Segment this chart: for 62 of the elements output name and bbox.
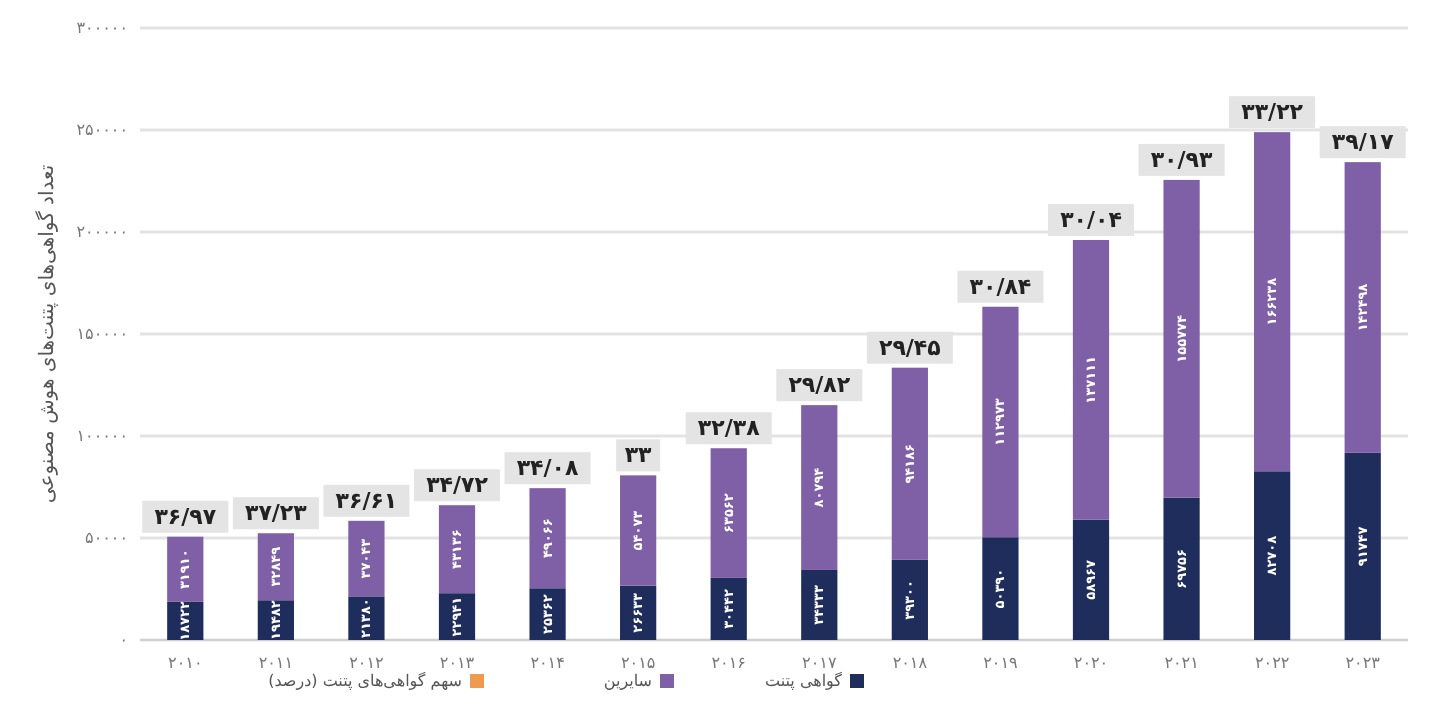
x-tick-label: ۲۰۱۴ — [530, 654, 565, 672]
annotation: ۲۹/۴۵ — [878, 334, 942, 361]
bar — [348, 520, 385, 597]
annotation: ۳۶/۶۱ — [335, 487, 398, 514]
annotation: ۳۳/۲۲ — [1241, 99, 1304, 126]
bar — [710, 448, 747, 578]
y-tick-label: ۰ — [119, 631, 128, 649]
annotation: ۳۰/۸۴ — [969, 273, 1032, 300]
bar — [1254, 471, 1291, 640]
bar — [1254, 132, 1291, 472]
bar — [529, 488, 566, 589]
y-axis-title: تعداد گواهی‌های پتنت‌های هوش مصنوعی — [35, 164, 59, 504]
x-tick-label: ۲۰۲۳ — [1345, 654, 1382, 672]
x-tick-label: ۲۰۱۲ — [349, 654, 384, 672]
bar — [1072, 240, 1110, 520]
bar — [982, 537, 1019, 640]
legend-label: گواهی پتنت — [764, 670, 843, 690]
bar — [620, 475, 657, 586]
x-tick-label: ۲۰۲۱ — [1164, 654, 1199, 672]
bar — [710, 577, 747, 640]
legend-label: سایرین — [603, 672, 653, 690]
y-tick-label: ۵۰۰۰۰ — [85, 529, 128, 547]
bar — [982, 306, 1019, 538]
x-tick-label: ۲۰۲۰ — [1073, 654, 1109, 672]
x-tick-label: ۲۰۱۱ — [258, 654, 294, 672]
y-tick-label: ۲۵۰۰۰۰ — [76, 121, 128, 139]
y-tick-label: ۲۰۰۰۰۰ — [76, 223, 128, 241]
bar — [891, 559, 928, 640]
bar — [529, 588, 566, 640]
y-tick-label: ۳۰۰۰۰۰ — [76, 19, 128, 37]
x-tick-label: ۲۰۲۲ — [1254, 654, 1290, 672]
y-tick-label: ۱۵۰۰۰۰ — [76, 325, 128, 343]
x-tick-label: ۲۰۱۷ — [802, 654, 838, 672]
bar — [1163, 179, 1200, 498]
annotation: ۳۶/۹۷ — [154, 503, 217, 530]
annotation: ۳۰/۹۳ — [1150, 146, 1214, 173]
annotation: ۳۹/۱۷ — [1331, 129, 1395, 156]
bar — [891, 367, 928, 560]
annotation: ۳۴/۰۸ — [516, 455, 580, 482]
bar — [1163, 497, 1200, 640]
bar — [1344, 452, 1381, 640]
bar — [438, 505, 476, 594]
annotation: ۳۴/۷۲ — [426, 472, 489, 499]
annotation: ۲۹/۸۲ — [788, 372, 851, 399]
x-tick-label: ۲۰۱۳ — [439, 654, 476, 672]
y-tick-label: ۱۰۰۰۰۰ — [76, 427, 128, 445]
bar — [167, 536, 204, 602]
bar — [801, 405, 838, 570]
x-tick-label: ۲۰۱۸ — [892, 654, 929, 672]
bar — [801, 569, 838, 640]
bar — [1344, 162, 1381, 453]
x-tick-label: ۲۰۱۵ — [620, 654, 656, 672]
bar — [348, 596, 385, 640]
x-tick-label: ۲۰۱۹ — [983, 654, 1018, 672]
x-tick-label: ۲۰۱۶ — [711, 654, 746, 672]
annotation: ۳۰/۰۴ — [1060, 207, 1123, 233]
annotation: ۳۳ — [624, 442, 653, 469]
legend-label: سهم گواهی‌های پتنت (درصد) — [268, 670, 463, 690]
bar — [1072, 519, 1110, 640]
annotation: ۳۷/۲۳ — [244, 500, 308, 527]
x-tick-label: ۲۰۱۰ — [168, 654, 203, 672]
annotation: ۳۲/۳۸ — [697, 415, 761, 442]
